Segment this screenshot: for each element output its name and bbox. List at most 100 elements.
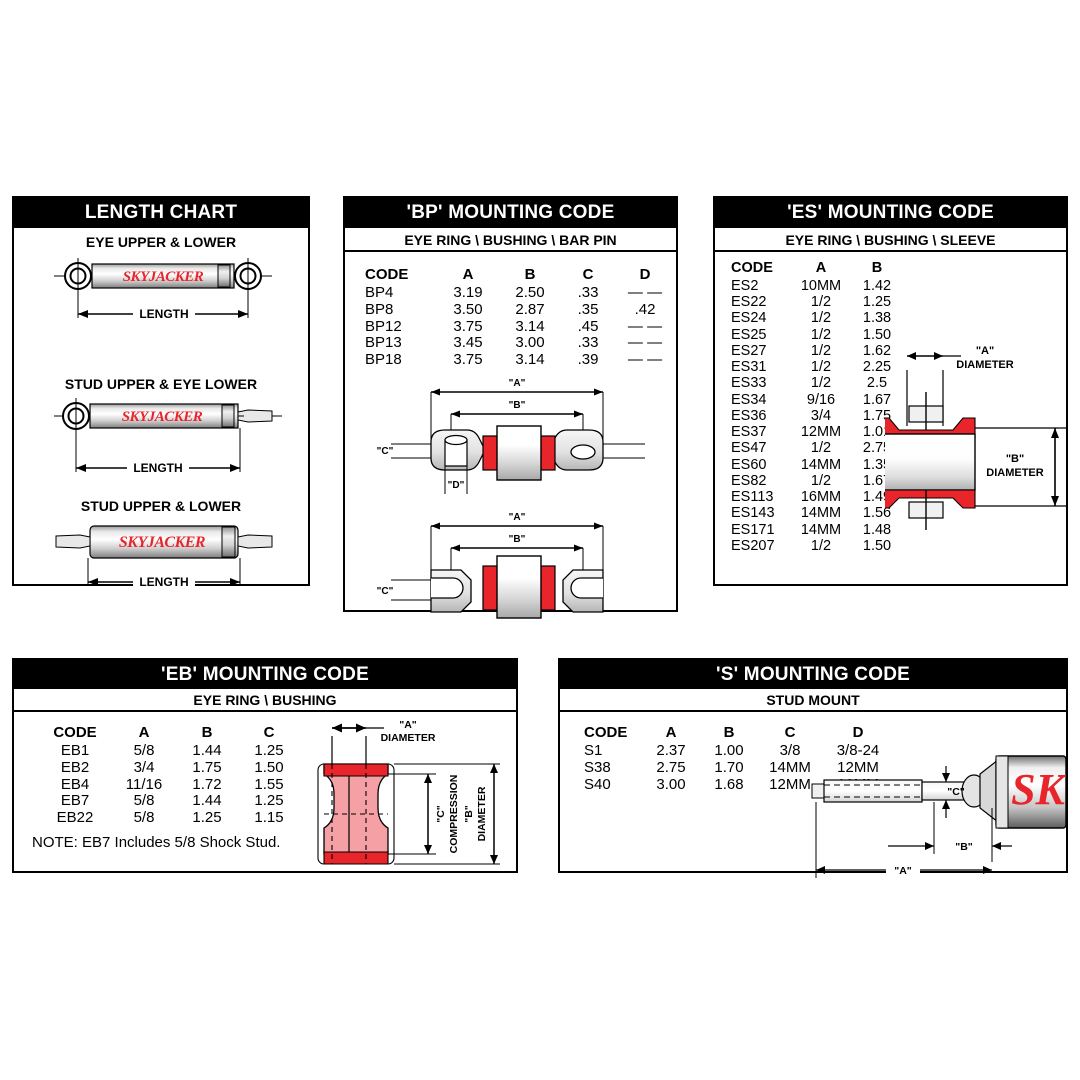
table-row: BP12 3.75 3.14.45— — xyxy=(365,317,663,335)
svg-text:"C": "C" xyxy=(947,786,965,798)
table-row: ES33 1/2 2.5 xyxy=(731,375,888,392)
svg-text:"A": "A" xyxy=(509,378,526,389)
shock-stud-eye-illustration: SKYJACKER LENGTH xyxy=(54,398,282,476)
eb-bushing-diagram: "A" DIAMETER xyxy=(317,719,500,865)
svg-text:SKYJACKER: SKYJACKER xyxy=(122,409,203,425)
panel-eb-body: CODE A B C EB1 5/8 1.44 1.25 EB2 3/4 1.75 1.50… xyxy=(14,712,516,871)
panel-es-subtitle: EYE RING \ BUSHING \ SLEEVE xyxy=(715,228,1066,252)
table-row: ES31 1/2 2.25 xyxy=(731,359,892,376)
svg-text:SKYJACKER: SKYJACKER xyxy=(119,534,206,551)
panel-eb-mounting-code: 'EB' MOUNTING CODE EYE RING \ BUSHING CO… xyxy=(12,658,518,873)
panel-length-chart: LENGTH CHART EYE UPPER & LOWER xyxy=(12,196,310,590)
svg-text:"A": "A" xyxy=(509,512,526,523)
svg-text:"B": "B" xyxy=(509,534,526,545)
es-sleeve-bushing-diagram: "A" DIAMETER "B" xyxy=(885,345,1067,530)
svg-text:DIAMETER: DIAMETER xyxy=(986,467,1044,479)
eb-col-c: C xyxy=(263,724,275,741)
shock-eye-eye-illustration: SKYJACKER LENGTH xyxy=(54,258,272,322)
bp-col-a: A xyxy=(462,266,474,283)
table-row: ES171 14MM 1.48 xyxy=(731,521,892,538)
length-diagram-1-label: EYE UPPER & LOWER xyxy=(85,234,237,250)
table-row: ES24 1/2 1.38 xyxy=(731,310,892,327)
svg-text:"A": "A" xyxy=(399,719,417,731)
panel-s-mounting-code: 'S' MOUNTING CODE STUD MOUNT CODE A B C … xyxy=(558,658,1068,878)
panel-length-chart-title: LENGTH CHART xyxy=(14,198,308,228)
panel-s-body: CODE A B C D S1 2.37 1.00 3/8 3/8-24 S38 2.75… xyxy=(560,712,1066,878)
bp-col-d: D xyxy=(639,266,651,283)
svg-text:"C": "C" xyxy=(377,586,394,597)
panel-bp-mounting-code: 'BP' MOUNTING CODE EYE RING \ BUSHING \ … xyxy=(343,196,678,619)
table-row: ES82 1/2 1.67 xyxy=(731,472,892,489)
table-row: ES2 10MM 1.42 xyxy=(731,278,892,294)
table-row: EB7 5/8 1.44 1.25 xyxy=(60,792,284,810)
svg-text:"B": "B" xyxy=(955,841,973,853)
table-row: BP18 3.75 3.14.39— — xyxy=(365,351,663,369)
es-table: CODE A B ES2 10MM 1.42 ES22 1/2 1.25 ES24 1/2 1.… xyxy=(725,260,903,554)
panel-length-chart-body: EYE UPPER & LOWER xyxy=(14,228,308,590)
s-table-header-row: CODE A B C D xyxy=(578,724,894,743)
bp-barpin-diagram-1: "A" "B" xyxy=(377,378,645,494)
table-row: ES36 3/4 1.75 xyxy=(731,407,892,424)
table-row: EB2 3/4 1.75 1.50 xyxy=(60,758,284,776)
s-col-c: C xyxy=(784,724,796,741)
svg-text:DIAMETER: DIAMETER xyxy=(381,732,436,744)
svg-text:DIAMETER: DIAMETER xyxy=(956,359,1014,371)
svg-text:"B": "B" xyxy=(1006,453,1024,465)
bp-table: CODE A B C D BP4 3.19 2.50.33— — BP8 3.50 2.… xyxy=(359,266,675,369)
svg-text:LENGTH: LENGTH xyxy=(139,307,188,321)
bp-table-header-row: CODE A B C D xyxy=(359,266,675,285)
es-table-header-row: CODE A B xyxy=(725,260,903,278)
bp-col-b: B xyxy=(524,266,536,283)
table-row: EB4 11/16 1.72 1.55 xyxy=(60,775,284,793)
panel-bp-subtitle: EYE RING \ BUSHING \ BAR PIN xyxy=(345,228,676,252)
table-row: ES37 12MM 1.01 xyxy=(731,424,892,441)
panel-bp-title: 'BP' MOUNTING CODE xyxy=(345,198,676,228)
s-col-code: CODE xyxy=(584,724,628,741)
table-row: EB1 5/8 1.44 1.25 xyxy=(60,742,284,759)
svg-text:"A": "A" xyxy=(976,345,994,357)
eb-note: NOTE: EB7 Includes 5/8 Shock Stud. xyxy=(32,834,281,851)
svg-text:SKYJACKER: SKYJACKER xyxy=(123,269,204,285)
s-col-d: D xyxy=(852,724,864,741)
table-row: ES47 1/2 2.75 xyxy=(731,440,892,457)
table-row: BP8 3.50 2.87.35.42 xyxy=(365,300,656,318)
table-row: ES25 1/2 1.50 xyxy=(731,326,892,343)
svg-text:"D": "D" xyxy=(448,480,465,491)
panel-es-mounting-code: 'ES' MOUNTING CODE EYE RING \ BUSHING \ … xyxy=(713,196,1068,586)
s-col-a: A xyxy=(665,724,677,741)
table-row: EB22 5/8 1.25 1.15 xyxy=(56,809,284,827)
svg-text:"C": "C" xyxy=(377,446,394,457)
shock-stud-stud-illustration: SKYJACKER LENGTH xyxy=(55,525,273,590)
eb-col-b: B xyxy=(201,724,213,741)
es-col-b: B xyxy=(871,260,883,276)
length-diagram-3-label: STUD UPPER & LOWER xyxy=(80,498,242,514)
table-row: ES27 1/2 1.62 xyxy=(731,342,892,359)
svg-text:COMPRESSION: COMPRESSION xyxy=(448,775,460,854)
panel-es-title: 'ES' MOUNTING CODE xyxy=(715,198,1066,228)
bp-col-code: CODE xyxy=(365,266,409,283)
table-row: ES60 14MM 1.35 xyxy=(731,456,892,473)
length-diagram-2-label: STUD UPPER & EYE LOWER xyxy=(64,376,258,392)
bp-col-c: C xyxy=(582,266,594,283)
eb-col-a: A xyxy=(138,724,150,741)
s-col-b: B xyxy=(723,724,735,741)
svg-text:"A": "A" xyxy=(894,865,912,877)
panel-bp-body: CODE A B C D BP4 3.19 2.50.33— — BP8 3.50 2.… xyxy=(345,252,676,619)
table-row: S1 2.37 1.00 3/8 3/8-24 xyxy=(584,742,880,759)
panel-s-subtitle: STUD MOUNT xyxy=(560,689,1066,712)
panel-s-title: 'S' MOUNTING CODE xyxy=(560,660,1066,689)
panel-es-body: CODE A B ES2 10MM 1.42 ES22 1/2 1.25 ES24 1/2 1.… xyxy=(715,252,1067,584)
table-row: ES22 1/2 1.25 xyxy=(731,294,892,311)
table-row: ES113 16MM 1.49 xyxy=(731,489,892,506)
svg-text:LENGTH: LENGTH xyxy=(133,461,182,475)
eb-col-code: CODE xyxy=(53,724,97,741)
bp-barpin-diagram-2: "A" "B" xyxy=(377,512,604,619)
svg-text:"B": "B" xyxy=(509,400,526,411)
table-row: ES143 14MM 1.56 xyxy=(731,505,892,522)
es-col-code: CODE xyxy=(731,260,773,276)
s-stud-mount-diagram: SK "C" "B" "A" xyxy=(811,755,1066,878)
table-row: S38 2.75 1.70 14MM 12MM xyxy=(584,758,879,776)
table-row: BP13 3.45 3.00.33— — xyxy=(365,334,663,352)
eb-table: CODE A B C EB1 5/8 1.44 1.25 EB2 3/4 1.75 1.50… xyxy=(38,724,300,827)
